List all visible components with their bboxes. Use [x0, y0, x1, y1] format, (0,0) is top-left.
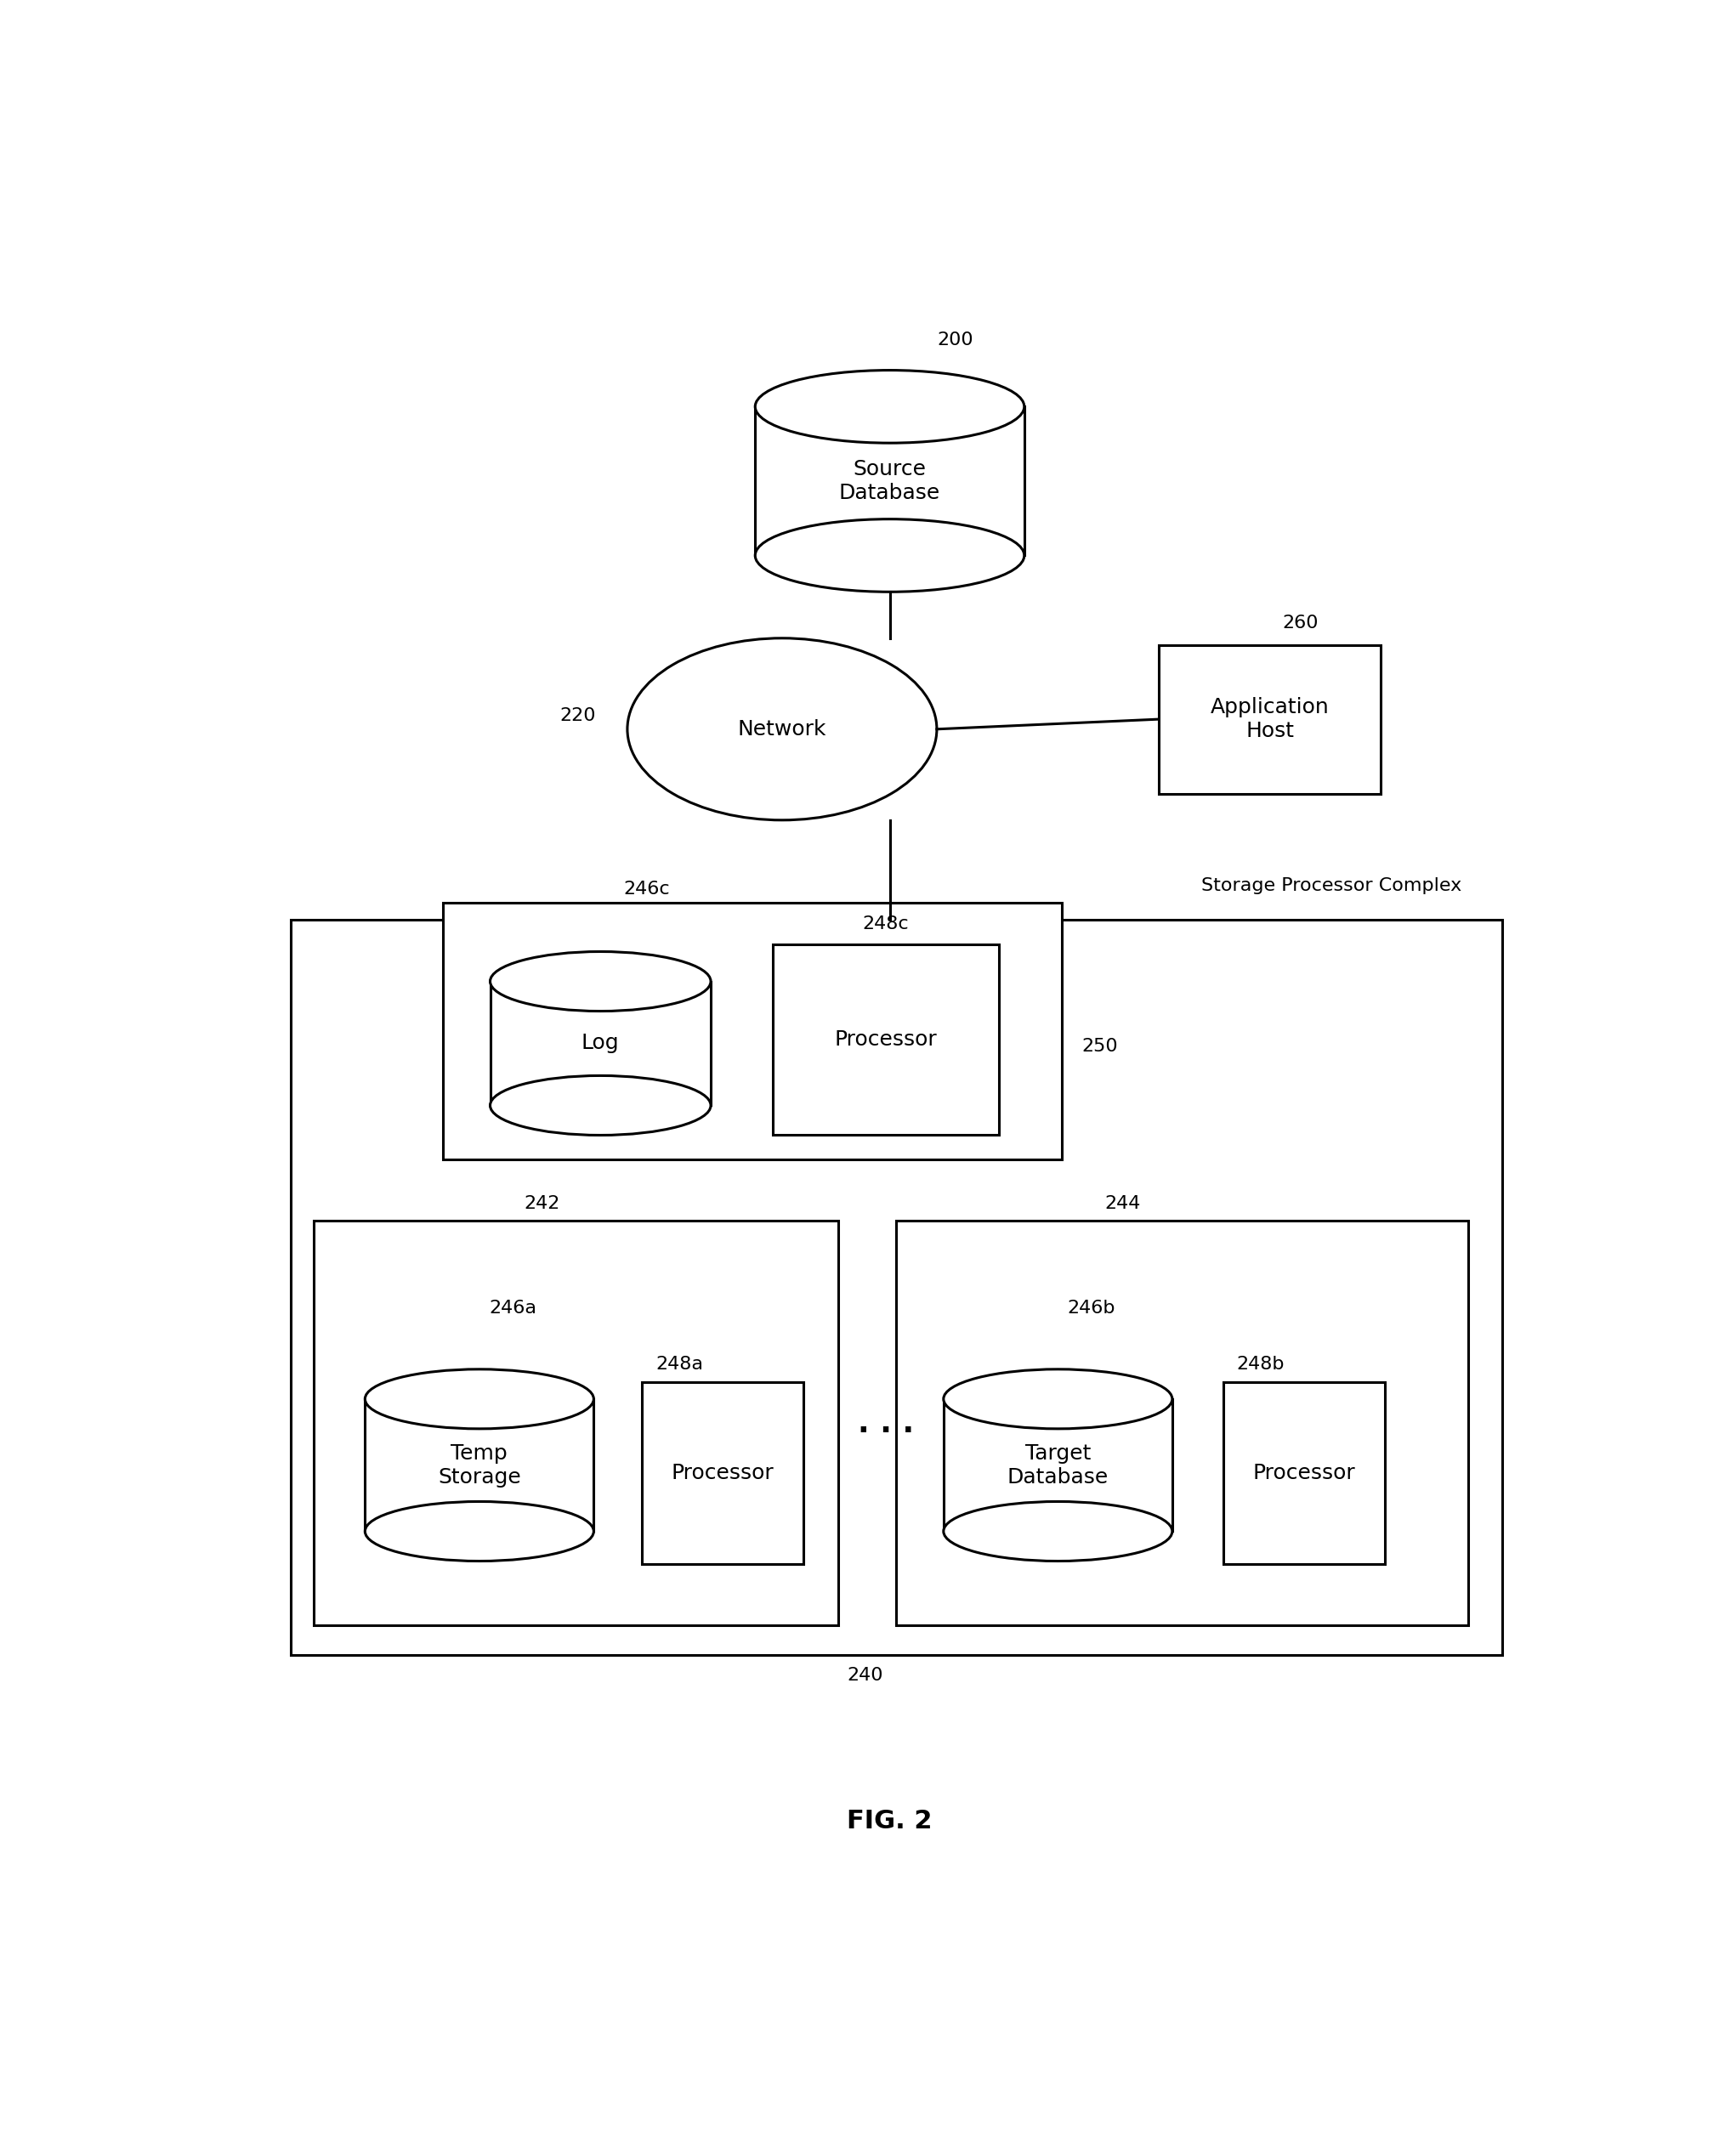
- Text: 260: 260: [1283, 614, 1319, 632]
- Text: Source
Database: Source Database: [838, 460, 941, 503]
- Text: 220: 220: [561, 707, 595, 724]
- Bar: [896, 1220, 1469, 1626]
- Text: Processor: Processor: [672, 1463, 774, 1484]
- Text: 244: 244: [1104, 1194, 1141, 1211]
- Text: 248a: 248a: [656, 1355, 703, 1373]
- Text: 250: 250: [1082, 1037, 1118, 1055]
- Bar: [443, 902, 1062, 1160]
- Bar: [755, 406, 1024, 556]
- Bar: [773, 945, 998, 1134]
- Text: FIG. 2: FIG. 2: [847, 1809, 932, 1832]
- Bar: [642, 1383, 804, 1564]
- Text: . . .: . . .: [858, 1409, 913, 1439]
- Bar: [944, 1398, 1172, 1532]
- Text: Temp
Storage: Temp Storage: [437, 1443, 521, 1486]
- Text: Log: Log: [582, 1033, 620, 1053]
- Ellipse shape: [944, 1368, 1172, 1428]
- Text: 246b: 246b: [1068, 1300, 1115, 1317]
- Ellipse shape: [755, 520, 1024, 593]
- Bar: [292, 919, 1502, 1656]
- Bar: [1224, 1383, 1385, 1564]
- Ellipse shape: [490, 1076, 710, 1134]
- Ellipse shape: [490, 952, 710, 1012]
- Bar: [314, 1220, 838, 1626]
- Text: 200: 200: [937, 331, 972, 348]
- Text: Processor: Processor: [835, 1029, 937, 1050]
- Ellipse shape: [365, 1501, 594, 1562]
- Text: 248b: 248b: [1236, 1355, 1285, 1373]
- Text: 240: 240: [847, 1667, 884, 1684]
- Text: 246c: 246c: [623, 881, 670, 898]
- Bar: [365, 1398, 594, 1532]
- Ellipse shape: [365, 1368, 594, 1428]
- Text: Storage Processor Complex: Storage Processor Complex: [1201, 879, 1462, 894]
- Ellipse shape: [627, 638, 937, 821]
- Ellipse shape: [944, 1501, 1172, 1562]
- Text: Application
Host: Application Host: [1210, 698, 1330, 741]
- Ellipse shape: [755, 369, 1024, 442]
- Bar: [1158, 644, 1380, 793]
- Text: Network: Network: [738, 720, 826, 739]
- Text: 248c: 248c: [863, 915, 910, 932]
- Text: 246a: 246a: [490, 1300, 536, 1317]
- Text: Target
Database: Target Database: [1007, 1443, 1109, 1486]
- Text: Processor: Processor: [1253, 1463, 1356, 1484]
- Text: 242: 242: [524, 1194, 559, 1211]
- Bar: [490, 982, 710, 1106]
